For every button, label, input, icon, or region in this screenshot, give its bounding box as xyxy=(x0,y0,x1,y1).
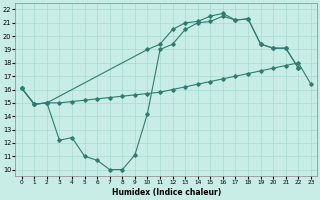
X-axis label: Humidex (Indice chaleur): Humidex (Indice chaleur) xyxy=(112,188,221,197)
